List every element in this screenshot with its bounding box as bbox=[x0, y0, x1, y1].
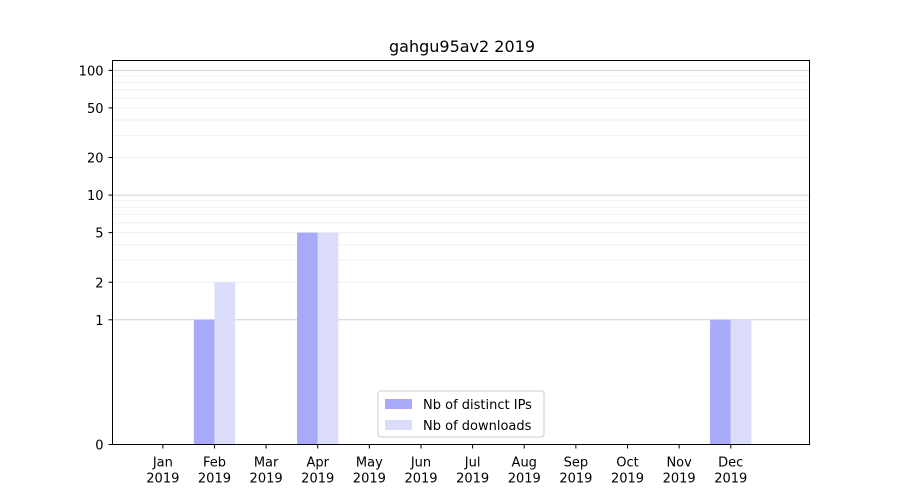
x-tick-label: Jan 2019 bbox=[146, 456, 179, 487]
legend-box bbox=[377, 390, 545, 438]
x-tick-label: Apr 2019 bbox=[301, 456, 334, 487]
legend-swatch bbox=[385, 399, 412, 409]
legend-swatch bbox=[385, 420, 412, 430]
y-tick-label: 2 bbox=[95, 276, 103, 291]
legend-label: Nb of downloads bbox=[423, 419, 532, 434]
legend-label: Nb of distinct IPs bbox=[423, 398, 532, 413]
x-axis: Jan 2019 Feb 2019 Mar 2019 Apr 2019 May 2019 Jun 20… bbox=[146, 444, 747, 487]
chart-title: gahgu95av2 2019 bbox=[389, 37, 535, 56]
x-tick-label: Jun 2019 bbox=[404, 456, 437, 487]
bar bbox=[193, 319, 215, 445]
legend: Nb of distinct IPs Nb of downloads bbox=[377, 390, 545, 438]
bar bbox=[297, 232, 318, 445]
plot-frame bbox=[112, 60, 810, 445]
x-tick-label: Mar 2019 bbox=[250, 456, 283, 487]
x-tick-label: Nov 2019 bbox=[663, 456, 696, 487]
bar bbox=[710, 319, 731, 445]
x-tick-label: Aug 2019 bbox=[508, 456, 541, 487]
bar bbox=[214, 282, 236, 445]
y-tick-label: 0 bbox=[95, 439, 103, 454]
y-tick-label: 5 bbox=[95, 227, 103, 242]
x-tick-label: Dec 2019 bbox=[714, 456, 747, 487]
bar bbox=[317, 232, 339, 445]
x-tick-label: May 2019 bbox=[353, 456, 386, 487]
y-tick-label: 100 bbox=[79, 64, 104, 79]
y-tick-label: 50 bbox=[87, 102, 104, 117]
bar bbox=[730, 319, 752, 445]
y-tick-label: 20 bbox=[87, 152, 104, 167]
x-tick-label: Sep 2019 bbox=[559, 456, 592, 487]
grid bbox=[112, 69, 810, 321]
y-tick-label: 10 bbox=[87, 189, 104, 204]
bars bbox=[193, 232, 752, 445]
x-tick-label: Feb 2019 bbox=[198, 456, 231, 487]
y-axis: 0 1 2 5 10 20 50 100 bbox=[79, 64, 113, 454]
x-tick-label: Oct 2019 bbox=[611, 456, 644, 487]
y-tick-label: 1 bbox=[95, 314, 103, 329]
x-tick-label: Jul 2019 bbox=[456, 456, 489, 487]
